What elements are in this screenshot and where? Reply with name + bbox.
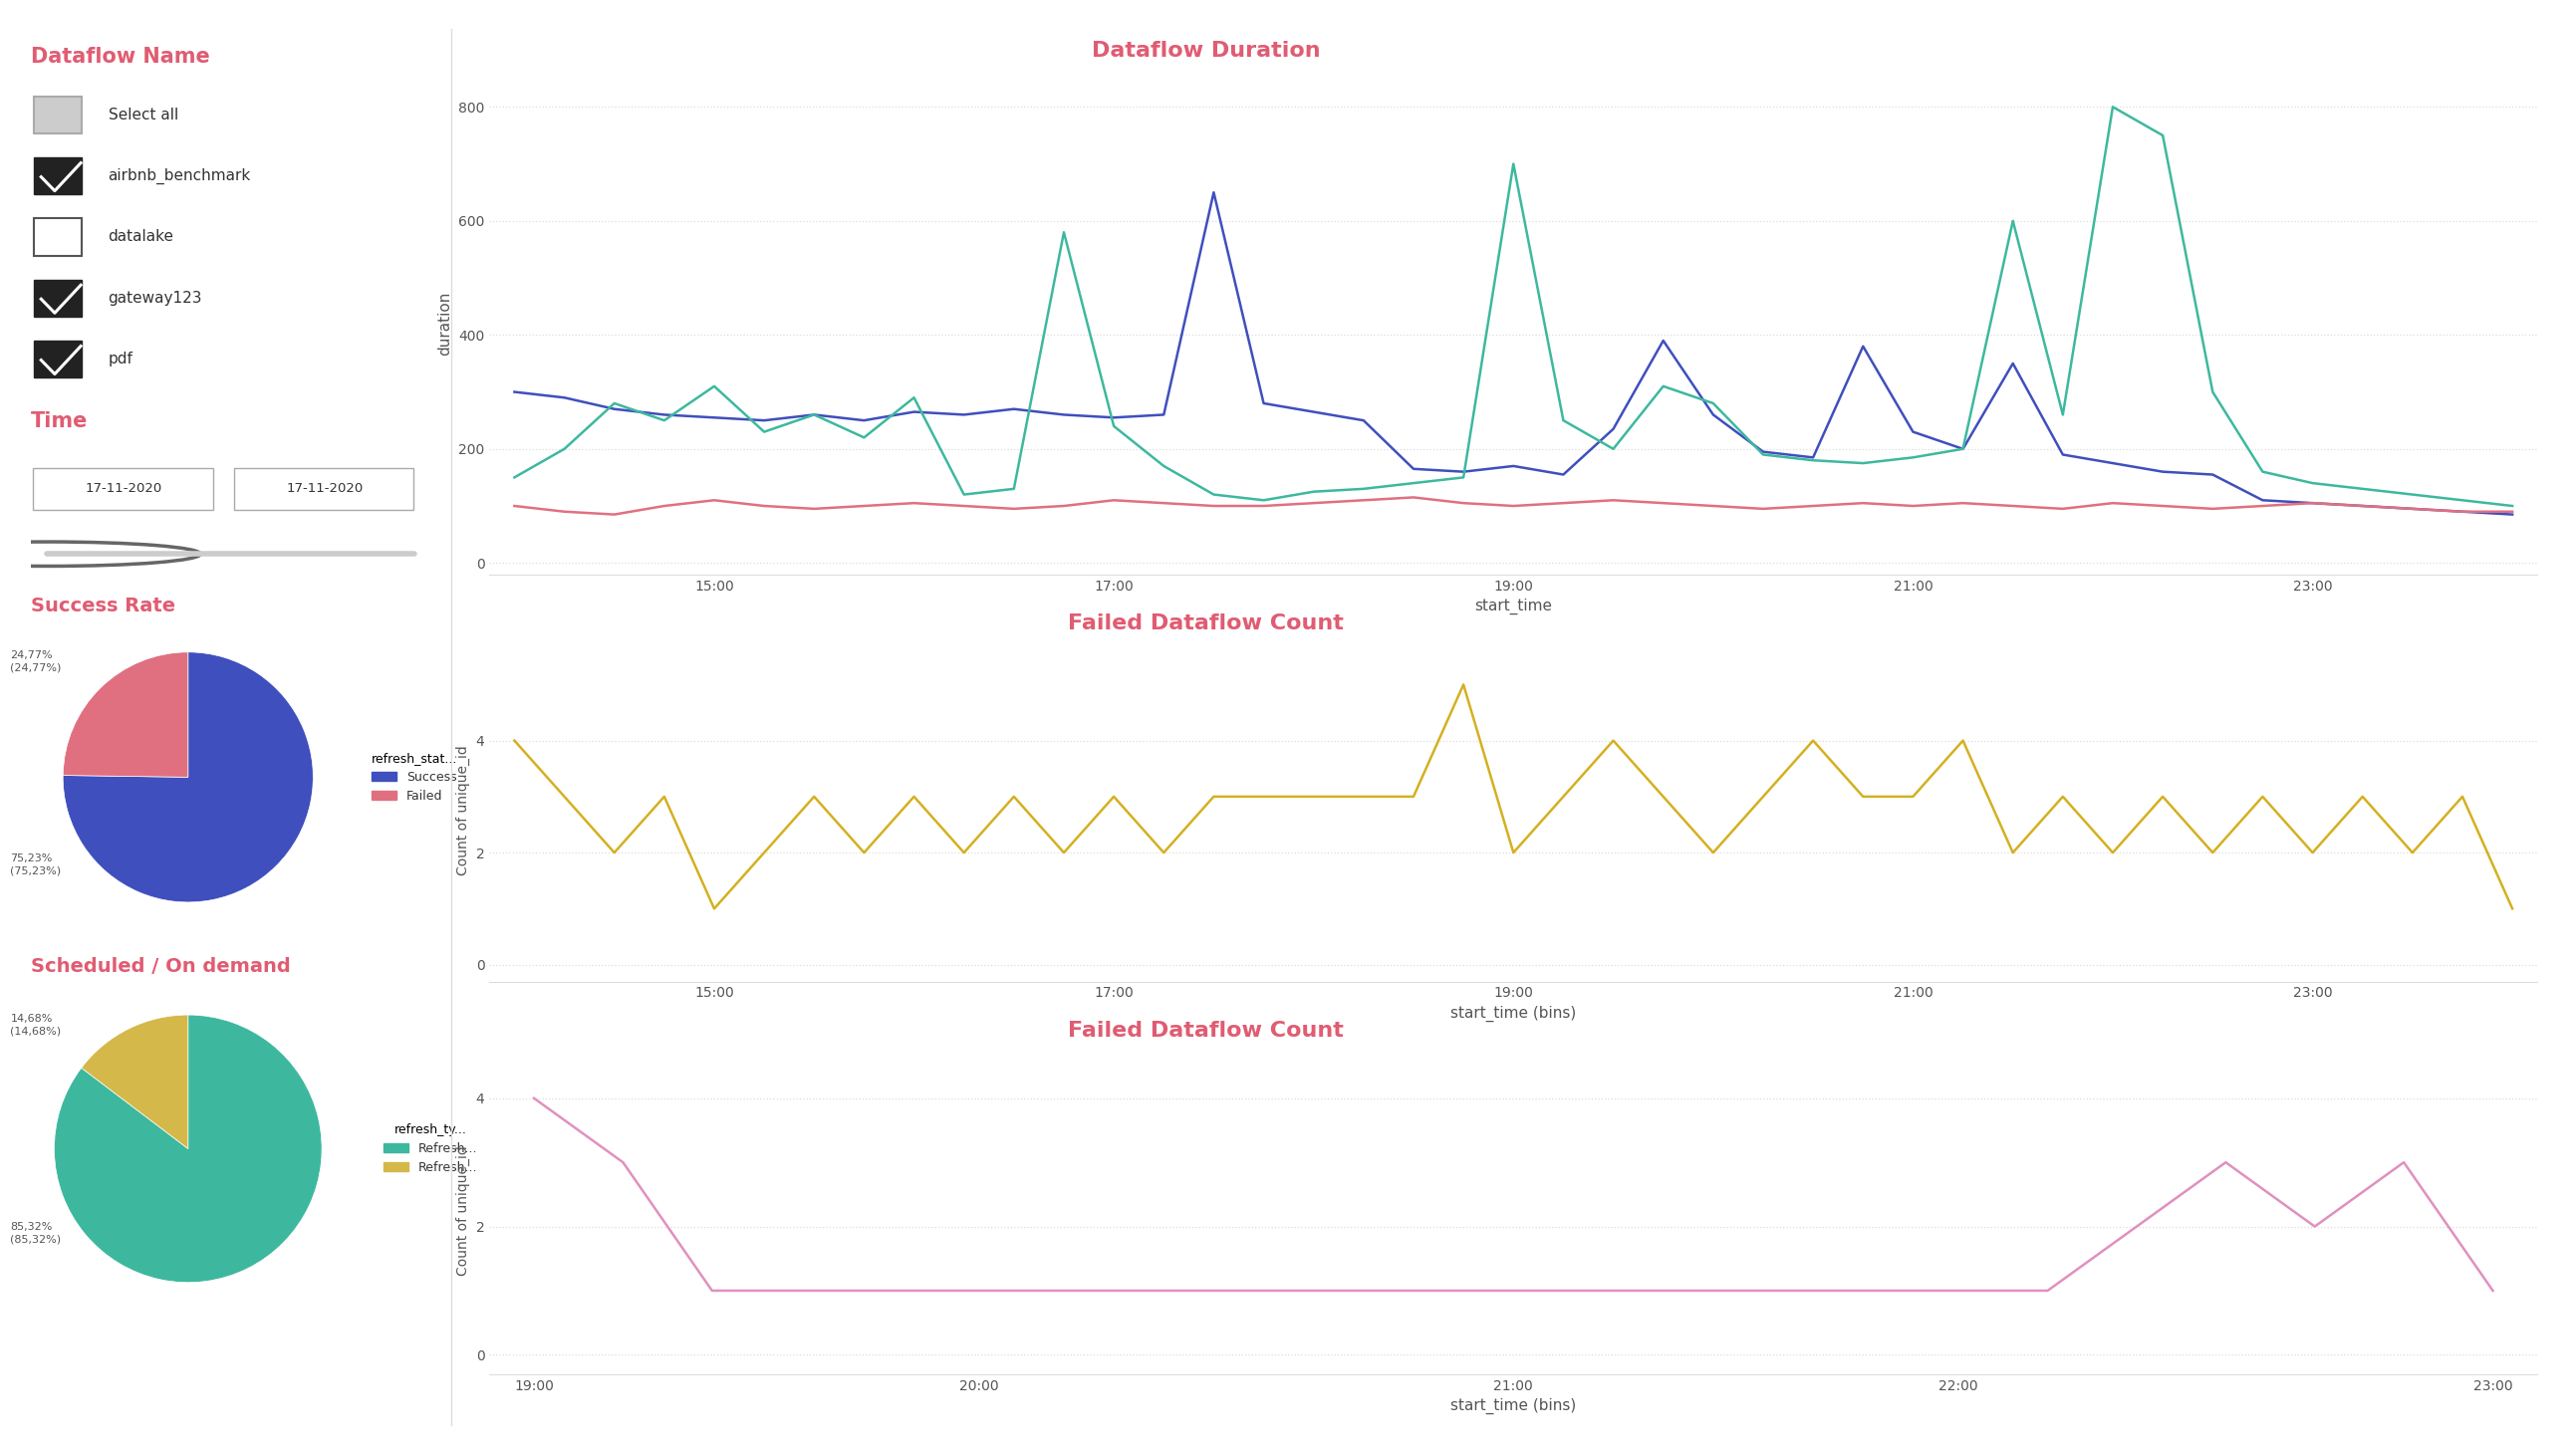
- Legend: Refresh..., Refresh...: Refresh..., Refresh...: [379, 1118, 482, 1179]
- Text: Failed Dataflow Count: Failed Dataflow Count: [1069, 1021, 1345, 1041]
- FancyBboxPatch shape: [33, 279, 82, 317]
- FancyBboxPatch shape: [33, 468, 214, 509]
- Text: pdf: pdf: [108, 352, 134, 366]
- Text: Dataflow Name: Dataflow Name: [31, 47, 211, 67]
- FancyBboxPatch shape: [33, 96, 82, 134]
- X-axis label: start_time: start_time: [1473, 599, 1553, 615]
- FancyBboxPatch shape: [33, 157, 82, 195]
- Wedge shape: [82, 1015, 188, 1149]
- Wedge shape: [62, 653, 188, 778]
- FancyBboxPatch shape: [33, 340, 82, 378]
- Wedge shape: [62, 653, 314, 901]
- Wedge shape: [54, 1015, 322, 1282]
- Text: 24,77%
(24,77%): 24,77% (24,77%): [10, 650, 62, 673]
- Text: 75,23%
(75,23%): 75,23% (75,23%): [10, 853, 62, 877]
- Legend: Success, Failed: Success, Failed: [366, 746, 461, 808]
- X-axis label: start_time (bins): start_time (bins): [1450, 1006, 1577, 1022]
- Text: Success Rate: Success Rate: [31, 596, 175, 615]
- FancyBboxPatch shape: [33, 218, 82, 256]
- Text: Scheduled / On demand: Scheduled / On demand: [31, 957, 291, 976]
- Y-axis label: duration: duration: [438, 291, 453, 356]
- Text: Dataflow Duration: Dataflow Duration: [1092, 41, 1321, 61]
- Text: datalake: datalake: [108, 230, 175, 244]
- FancyBboxPatch shape: [234, 468, 415, 509]
- Text: 14,68%
(14,68%): 14,68% (14,68%): [10, 1013, 62, 1037]
- Y-axis label: Count of unique_id: Count of unique_id: [456, 746, 471, 875]
- Text: 17-11-2020: 17-11-2020: [286, 483, 363, 494]
- Text: gateway123: gateway123: [108, 291, 204, 305]
- X-axis label: start_time (bins): start_time (bins): [1450, 1399, 1577, 1415]
- Text: airbnb_benchmark: airbnb_benchmark: [108, 167, 250, 185]
- Text: Select all: Select all: [108, 108, 178, 122]
- Text: 85,32%
(85,32%): 85,32% (85,32%): [10, 1221, 62, 1245]
- Text: Time: Time: [31, 411, 88, 432]
- Text: Failed Dataflow Count: Failed Dataflow Count: [1069, 614, 1345, 634]
- Text: 17-11-2020: 17-11-2020: [85, 483, 162, 494]
- Y-axis label: Count of unique_id: Count of unique_id: [456, 1146, 471, 1275]
